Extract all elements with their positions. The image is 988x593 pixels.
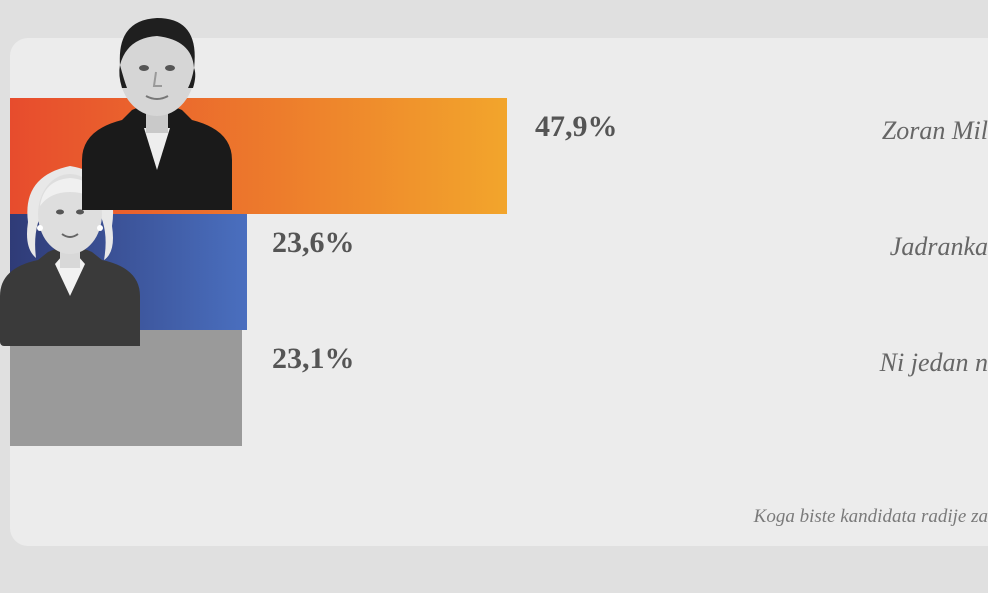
name-label-0: Zoran Mil [882, 116, 988, 146]
value-label-1: 23,6% [272, 226, 355, 260]
chart-container: 47,9% Zoran Mil 23,6% Jadranka 23,1% Ni … [0, 0, 988, 593]
name-label-2: Ni jedan n [880, 348, 988, 378]
bar-row-1: 23,6% Jadranka [10, 214, 988, 330]
bar-row-2: 23,1% Ni jedan n [10, 330, 988, 446]
name-label-1: Jadranka [890, 232, 988, 262]
chart-panel: 47,9% Zoran Mil 23,6% Jadranka 23,1% Ni … [10, 38, 988, 546]
value-label-0: 47,9% [535, 110, 618, 144]
bar-2 [10, 330, 242, 446]
value-label-2: 23,1% [272, 342, 355, 376]
candidate-photo-1 [72, 10, 242, 210]
chart-caption: Koga biste kandidata radije za [754, 506, 988, 528]
